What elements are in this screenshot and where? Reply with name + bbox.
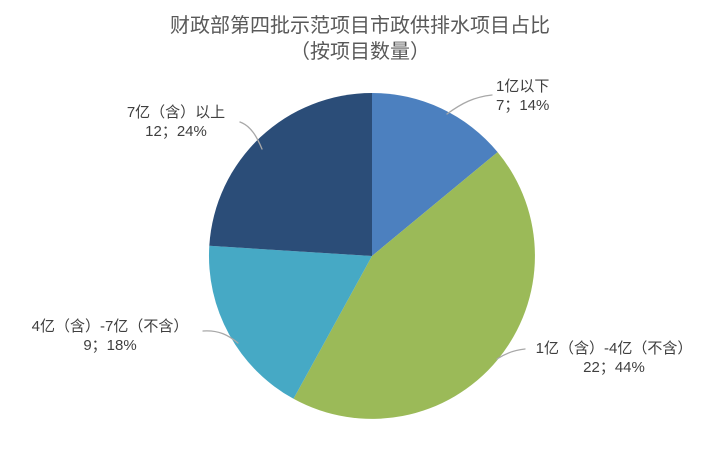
slice-value-text: 9；18% [83, 337, 137, 354]
slice-label-text: 1亿（含）-4亿（不含） [535, 340, 693, 357]
chart-title-line1: 财政部第四批示范项目市政供排水项目占比 [170, 15, 550, 37]
pie-slice-0 [372, 93, 498, 256]
slice-value-text: 12；24% [145, 123, 207, 140]
slice-value-text: 22；44% [583, 359, 645, 376]
footer-logos: E20环境平台 E20 ENVIRONMENT PLATFORM E20数据中心… [0, 417, 720, 475]
slice-label-text: 4亿（含）-7亿（不含） [31, 318, 189, 335]
slice-label-text: 1亿以下 [496, 78, 550, 95]
leader-line-slice2 [202, 330, 239, 344]
pie-slice-2 [208, 245, 372, 399]
slice-label-over-7yi: 7亿（含）以上 12；24% [96, 103, 256, 141]
pie-slice-3 [209, 93, 372, 256]
chart-title: 财政部第四批示范项目市政供排水项目占比 （按项目数量） [0, 13, 720, 65]
slice-label-under-1yi: 1亿以下 7；14% [496, 77, 549, 115]
slice-value-text: 7；14% [496, 97, 550, 114]
pie-slice-1 [293, 152, 535, 419]
leader-line-slice3 [239, 121, 263, 150]
chart-title-line2: （按项目数量） [290, 41, 430, 63]
leader-line-slice1 [496, 348, 526, 360]
pie-slices [208, 93, 535, 419]
leader-line-slice0 [446, 94, 493, 115]
slice-label-text: 7亿（含）以上 [126, 104, 226, 121]
slice-label-1yi-4yi: 1亿（含）-4亿（不含） 22；44% [524, 339, 704, 377]
slice-label-4yi-7yi: 4亿（含）-7亿（不含） 9；18% [15, 317, 205, 355]
